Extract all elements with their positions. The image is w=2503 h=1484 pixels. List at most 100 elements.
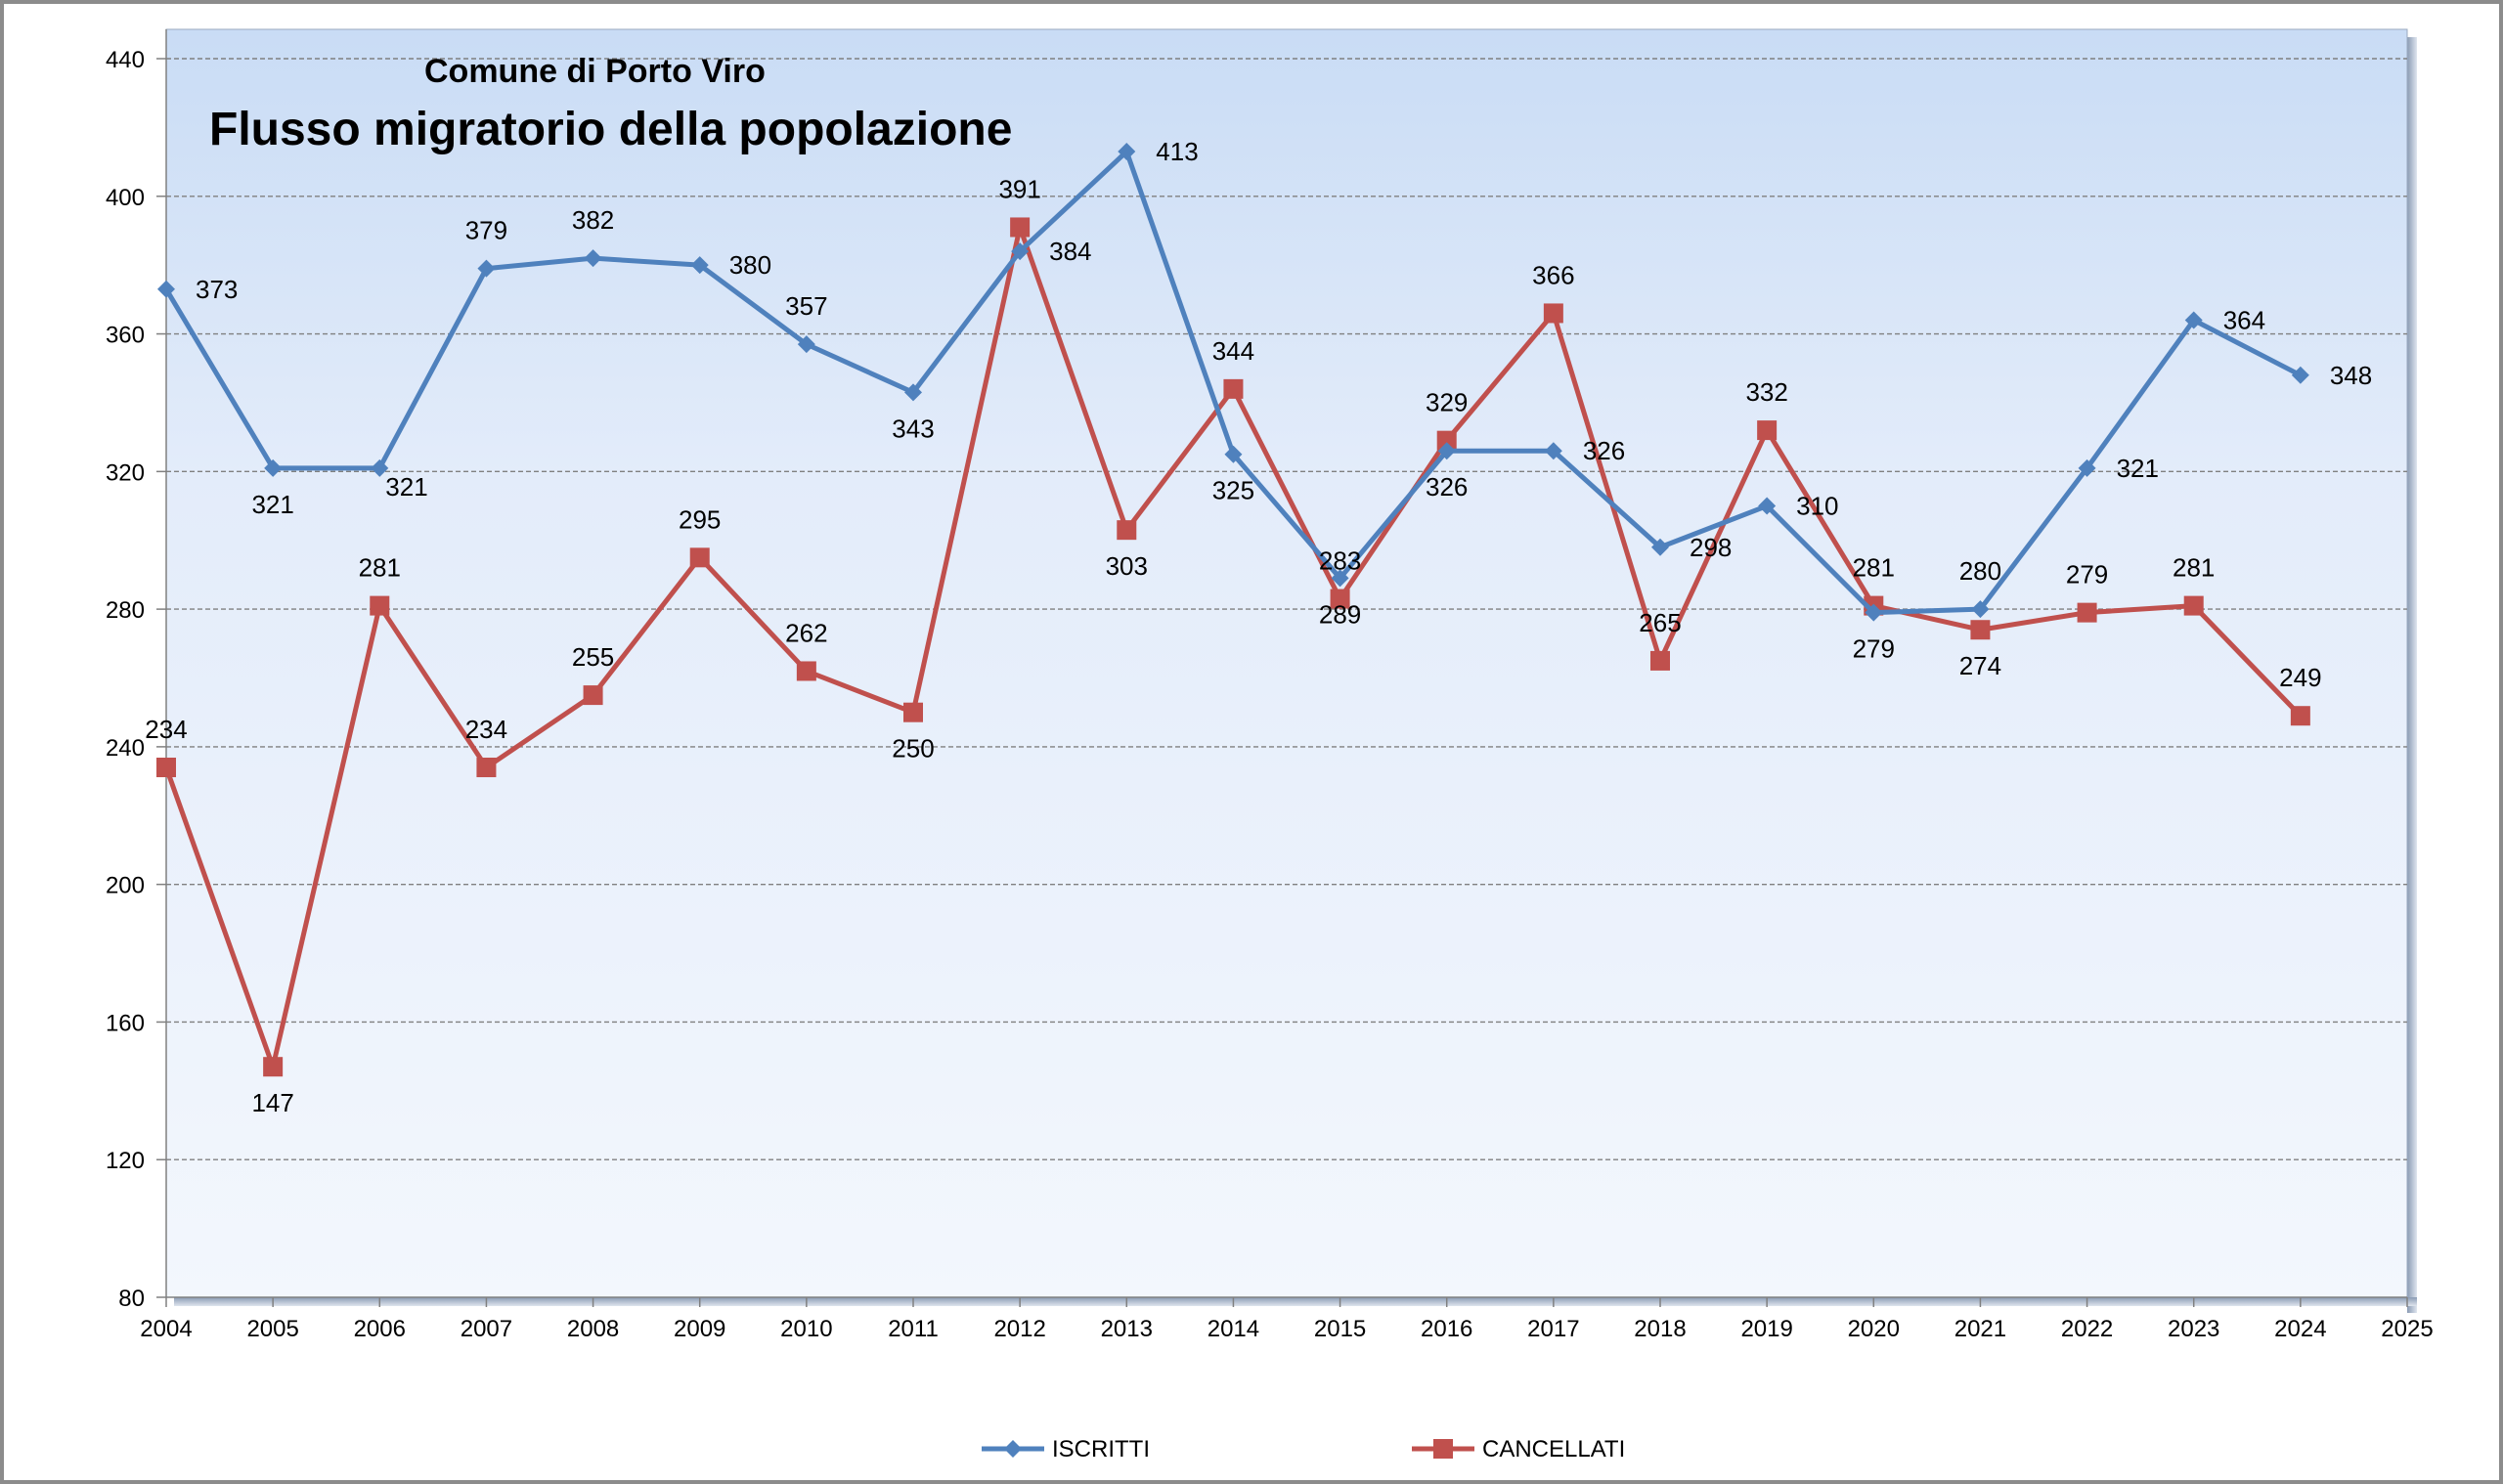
y-tick-label-120: 120 [106, 1148, 145, 1174]
marker-iscritti-2010 [797, 335, 815, 354]
marker-cancellati-2005 [263, 1057, 284, 1077]
axes: 80 120 160 200 240 280 320 360 400 440 2004 2005 200… [106, 29, 2434, 1342]
data-label-iscritti-2008: 382 [572, 205, 614, 235]
plot-background [165, 28, 2408, 1298]
data-label-cancellati-2015: 283 [1319, 546, 1361, 576]
x-tick-label-2020: 2020 [1848, 1316, 1900, 1342]
marker-cancellati-2012 [1010, 217, 1031, 238]
marker-cancellati-2022 [2077, 602, 2097, 623]
marker-cancellati-2015 [1330, 589, 1350, 609]
marker-iscritti-2022 [2078, 458, 2096, 477]
data-label-iscritti-2024: 348 [2330, 361, 2372, 390]
data-label-cancellati-2009: 295 [679, 504, 721, 534]
x-tick-label-2011: 2011 [888, 1316, 939, 1342]
marker-iscritti-2012 [1011, 242, 1030, 261]
marker-iscritti-2019 [1758, 497, 1777, 515]
data-label-iscritti-2007: 379 [465, 216, 507, 245]
marker-cancellati-2019 [1757, 420, 1778, 441]
x-tick-label-2012: 2012 [993, 1316, 1045, 1342]
x-tick-label-2021: 2021 [1954, 1316, 2006, 1342]
marker-iscritti-2008 [584, 249, 602, 268]
data-label-iscritti-2013: 413 [1156, 137, 1198, 166]
data-label-cancellati-2014: 344 [1212, 336, 1254, 366]
y-tick-label-360: 360 [106, 323, 145, 349]
marker-cancellati-2007 [476, 758, 497, 778]
x-tick-label-2024: 2024 [2274, 1316, 2326, 1342]
x-tick-label-2022: 2022 [2061, 1316, 2113, 1342]
legend-label-cancellati: CANCELLATI [1482, 1436, 1625, 1462]
marker-cancellati-2017 [1543, 303, 1563, 324]
data-label-iscritti-2019: 310 [1796, 492, 1838, 521]
line-chart: 80 120 160 200 240 280 320 360 400 440 2004 2005 200… [106, 28, 2434, 1462]
y-tick-label-280: 280 [106, 597, 145, 624]
x-tick-label-2013: 2013 [1101, 1316, 1153, 1342]
marker-cancellati-2004 [156, 758, 176, 778]
marker-iscritti-2020 [1865, 603, 1883, 622]
marker-iscritti-2011 [904, 383, 922, 402]
data-label-iscritti-2016: 326 [1426, 472, 1468, 502]
x-tick-label-2014: 2014 [1208, 1316, 1259, 1342]
marker-iscritti-2016 [1437, 442, 1456, 460]
x-tick-label-2016: 2016 [1421, 1316, 1472, 1342]
data-label-iscritti-2009: 380 [729, 250, 771, 280]
data-label-cancellati-2007: 234 [465, 715, 507, 744]
x-tick-label-2017: 2017 [1527, 1316, 1579, 1342]
data-label-cancellati-2010: 262 [785, 618, 827, 647]
marker-cancellati-2008 [583, 685, 603, 706]
data-label-iscritti-2015: 289 [1319, 599, 1361, 629]
marker-iscritti-2005 [264, 458, 283, 477]
chart-titles: Comune di Porto Viro Flusso migratorio d… [209, 53, 1012, 155]
x-tick-label-2018: 2018 [1634, 1316, 1686, 1342]
y-tick-label-320: 320 [106, 459, 145, 486]
data-label-cancellati-2018: 265 [1639, 608, 1681, 637]
y-tick-label-80: 80 [118, 1286, 145, 1312]
marker-cancellati-2014 [1223, 378, 1244, 399]
y-tick-label-200: 200 [106, 873, 145, 899]
legend: ISCRITTI CANCELLATI [982, 1436, 1625, 1462]
marker-cancellati-2018 [1650, 650, 1670, 671]
data-label-iscritti-2017: 326 [1583, 436, 1625, 465]
marker-iscritti-2014 [1224, 445, 1243, 463]
marker-cancellati-2009 [689, 547, 710, 568]
marker-iscritti-2021 [1971, 600, 1990, 619]
x-tick-label-2008: 2008 [567, 1316, 619, 1342]
data-label-iscritti-2012: 384 [1049, 237, 1091, 266]
data-label-iscritti-2021: 280 [1959, 556, 2001, 586]
data-labels: 373 321 321 379 382 380 357 343 384 413 325 289 326 3… [145, 137, 2372, 1117]
plot-shadow-bottom [174, 1297, 2417, 1306]
y-tick-label-400: 400 [106, 185, 145, 211]
x-tick-label-2023: 2023 [2168, 1316, 2219, 1342]
x-tick-label-2007: 2007 [461, 1316, 512, 1342]
x-tick-label-2005: 2005 [246, 1316, 298, 1342]
data-label-iscritti-2011: 343 [892, 414, 934, 443]
data-label-cancellati-2024: 249 [2279, 663, 2321, 692]
x-tick-label-2025: 2025 [2381, 1316, 2433, 1342]
marker-cancellati-2011 [903, 702, 923, 722]
data-label-iscritti-2006: 321 [385, 472, 427, 502]
marker-iscritti-2018 [1651, 538, 1669, 556]
data-label-cancellati-2023: 281 [2173, 553, 2215, 583]
plot-area [165, 28, 2417, 1313]
data-label-cancellati-2006: 281 [359, 553, 401, 583]
data-label-cancellati-2008: 255 [572, 642, 614, 672]
x-tick-label-2015: 2015 [1314, 1316, 1366, 1342]
data-label-cancellati-2012: 391 [998, 174, 1040, 203]
marker-iscritti-2007 [477, 259, 496, 278]
marker-cancellati-2013 [1117, 520, 1137, 541]
y-tick-label-160: 160 [106, 1010, 145, 1036]
marker-iscritti-2023 [2184, 311, 2203, 329]
data-label-iscritti-2018: 298 [1690, 533, 1732, 562]
marker-cancellati-2016 [1436, 430, 1457, 451]
marker-cancellati-2023 [2183, 595, 2204, 616]
marker-iscritti-2004 [157, 280, 175, 298]
marker-iscritti-2024 [2291, 366, 2309, 384]
series-layer [156, 143, 2310, 1077]
y-tick-label-240: 240 [106, 735, 145, 762]
data-label-cancellati-2019: 332 [1745, 377, 1787, 407]
legend-marker-iscritti [1004, 1440, 1022, 1458]
legend-marker-cancellati [1433, 1439, 1453, 1459]
marker-cancellati-2006 [370, 595, 390, 616]
marker-iscritti-2009 [690, 256, 709, 275]
data-label-iscritti-2020: 279 [1853, 634, 1895, 664]
data-label-iscritti-2022: 321 [2117, 454, 2159, 483]
